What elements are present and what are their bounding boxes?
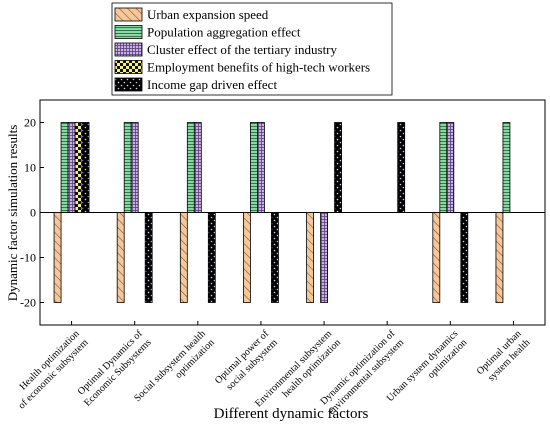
legend-swatch: [114, 77, 143, 92]
x-axis-title: Different dynamic factors: [214, 406, 369, 422]
bar: [67, 122, 76, 213]
y-tick-label: -10: [20, 251, 36, 265]
bar: [130, 122, 139, 213]
legend-swatch: [114, 60, 143, 74]
y-axis-title: Dynamic factor simulation results: [5, 125, 20, 302]
bar: [250, 122, 258, 213]
legend-label: Cluster effect of the tertiary industry: [147, 42, 338, 57]
legend-label: Employment benefits of high-tech workers: [147, 60, 370, 75]
bar: [243, 212, 251, 303]
bar: [60, 122, 69, 213]
bar: [320, 212, 328, 303]
legend-swatch: [114, 25, 143, 39]
y-tick-label: -20: [20, 296, 36, 310]
bar: [306, 212, 314, 303]
legend-label: Income gap driven effect: [147, 77, 277, 92]
bars-layer: [53, 122, 511, 303]
bar: [439, 122, 448, 213]
y-tick-label: 0: [30, 206, 36, 220]
bar: [257, 122, 265, 213]
bar: [53, 212, 62, 303]
bar: [334, 122, 342, 213]
bar: [460, 212, 469, 303]
bar: [74, 122, 83, 213]
legend-box: [111, 2, 393, 96]
legend-swatch: [114, 7, 143, 22]
y-axis: -20 -10 0 10 20: [20, 116, 44, 310]
legend-label: Urban expansion speed: [147, 7, 269, 22]
legend-swatch: [114, 42, 143, 57]
bar: [123, 122, 132, 213]
bar: [179, 212, 188, 303]
legend: Urban expansion speed Population aggregat…: [111, 2, 393, 96]
bar: [271, 212, 279, 303]
y-tick-label: 20: [24, 116, 36, 130]
bar: [186, 122, 195, 213]
bar: [116, 212, 125, 303]
bar: [432, 212, 441, 303]
legend-label: Population aggregation effect: [147, 25, 301, 40]
bar: [502, 122, 511, 213]
bar: [495, 212, 504, 303]
bar: [193, 122, 202, 213]
bar: [446, 122, 455, 213]
bar: [81, 122, 90, 213]
bar: [207, 212, 216, 303]
y-tick-label: 10: [24, 161, 36, 175]
bar: [144, 212, 153, 303]
bar: [397, 122, 406, 213]
